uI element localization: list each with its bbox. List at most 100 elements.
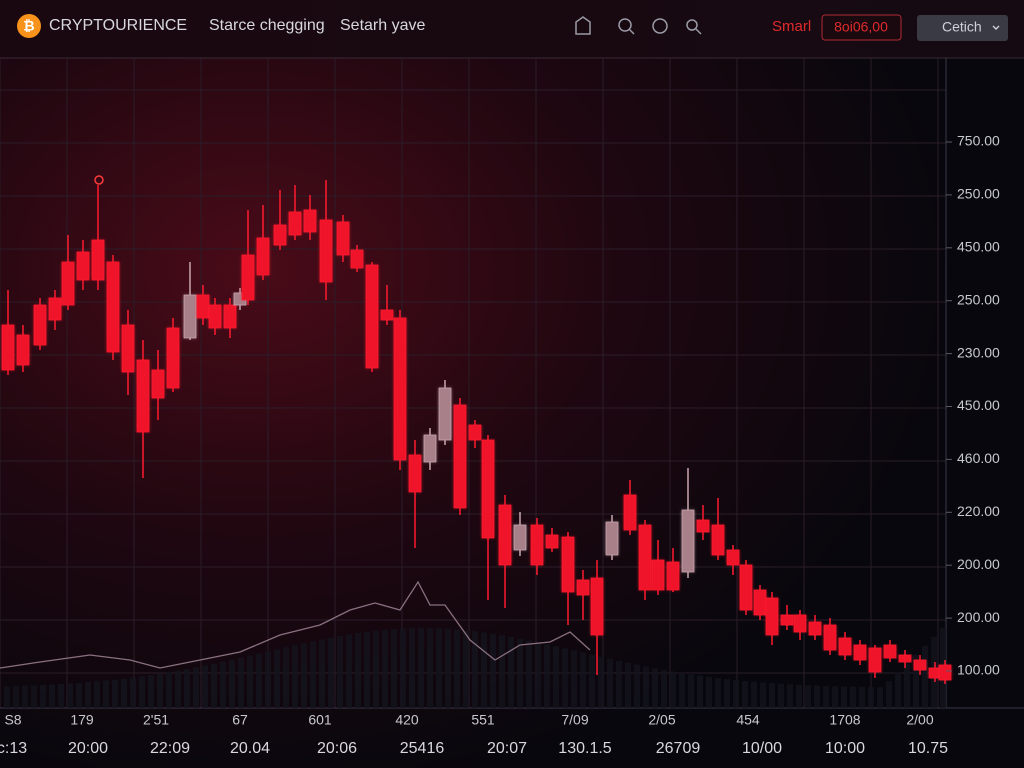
candle-body <box>638 524 652 591</box>
candle-body <box>513 524 527 551</box>
volume-bar <box>670 671 676 708</box>
volume-area <box>4 627 946 708</box>
volume-bar <box>625 662 631 708</box>
time-label: 420 <box>395 712 419 728</box>
candle-body <box>423 434 437 463</box>
candle-body <box>223 304 237 329</box>
volume-bar <box>382 629 388 708</box>
time-label: 26709 <box>656 740 701 757</box>
brand-icon-glyph: ₿ <box>23 18 34 34</box>
volume-bar <box>238 657 244 708</box>
volume-bar <box>157 673 163 708</box>
price-label: 460.00 <box>957 450 1000 466</box>
volume-bar <box>184 669 190 708</box>
volume-bar <box>22 685 28 708</box>
candle-body <box>336 221 350 256</box>
time-label: 20:06 <box>317 740 357 757</box>
time-label: S8 <box>4 712 21 728</box>
candle-body <box>666 561 680 591</box>
volume-bar <box>418 628 424 708</box>
volume-bar <box>463 630 469 708</box>
volume-bar <box>760 682 766 708</box>
volume-bar <box>445 628 451 708</box>
zoom-icon-handle <box>695 28 702 35</box>
volume-bar <box>76 682 82 708</box>
candle-body <box>91 239 105 281</box>
time-label: 67 <box>232 712 248 728</box>
candle-body <box>256 237 270 276</box>
dropdown-text: Cetich <box>942 19 982 35</box>
candle-body <box>651 559 665 591</box>
candle-body <box>365 264 379 369</box>
volume-bar <box>400 628 406 708</box>
candle-body <box>303 209 317 233</box>
volume-bar <box>724 679 730 708</box>
volume-bar <box>166 672 172 708</box>
volume-bar <box>247 655 253 708</box>
candle-body <box>498 504 512 566</box>
volume-bar <box>256 653 262 708</box>
volume-bar <box>355 633 361 708</box>
volume-bar <box>148 674 154 708</box>
volume-bar <box>661 669 667 708</box>
candle-body <box>151 369 165 399</box>
search-icon-handle <box>628 28 635 35</box>
mode-label[interactable]: Smarl <box>772 18 811 35</box>
volume-bar <box>193 667 199 708</box>
volume-bar <box>121 678 127 708</box>
volume-bar <box>472 631 478 708</box>
candle-body <box>868 647 882 673</box>
candle-body <box>883 644 897 659</box>
candle-body <box>711 524 725 556</box>
alarm-icon[interactable] <box>652 18 668 34</box>
volume-bar <box>616 660 622 708</box>
volume-bar <box>202 665 208 708</box>
volume-bar <box>175 670 181 708</box>
volume-bar <box>346 634 352 708</box>
nav-item[interactable]: Starce chegging <box>209 17 325 34</box>
volume-bar <box>454 629 460 708</box>
volume-bar <box>742 680 748 708</box>
candle-body <box>48 297 62 321</box>
candle-body <box>350 249 364 269</box>
volume-bar <box>886 681 892 708</box>
candle-body <box>106 261 120 353</box>
nav-item[interactable]: Setarh yave <box>340 17 425 34</box>
candle-body <box>739 564 753 611</box>
volume-bar <box>103 680 109 708</box>
volume-bar <box>580 652 586 708</box>
price-label: 200.00 <box>957 609 1000 625</box>
candle-body <box>61 261 75 306</box>
volume-bar <box>733 680 739 708</box>
volume-bar <box>112 679 118 708</box>
volume-bar <box>787 684 793 708</box>
candle-body <box>938 664 952 681</box>
dropdown[interactable] <box>917 15 1008 41</box>
candle-body <box>576 579 590 596</box>
candle-body <box>380 309 394 321</box>
volume-bar <box>490 633 496 708</box>
candle-body <box>183 294 197 339</box>
volume-bar <box>526 640 532 708</box>
volume-bar <box>706 676 712 708</box>
home-icon[interactable] <box>575 16 591 35</box>
candle-body <box>136 359 150 433</box>
volume-bar <box>904 663 910 708</box>
indicator-line <box>0 580 591 669</box>
volume-bar <box>319 639 325 708</box>
volume-bar <box>859 686 865 708</box>
search-icon[interactable] <box>618 18 632 32</box>
volume-bar <box>598 656 604 708</box>
volume-bar <box>4 686 10 708</box>
candle-body <box>1 324 15 371</box>
price-box[interactable] <box>821 14 902 41</box>
volume-bar <box>913 654 919 708</box>
zoom-icon[interactable] <box>686 19 698 31</box>
volume-bar <box>292 645 298 708</box>
candle-body <box>696 519 710 533</box>
volume-bar <box>229 659 235 708</box>
volume-bar <box>373 630 379 708</box>
volume-bar <box>544 644 550 708</box>
candle-body <box>545 534 559 549</box>
time-label: 25416 <box>400 740 445 757</box>
